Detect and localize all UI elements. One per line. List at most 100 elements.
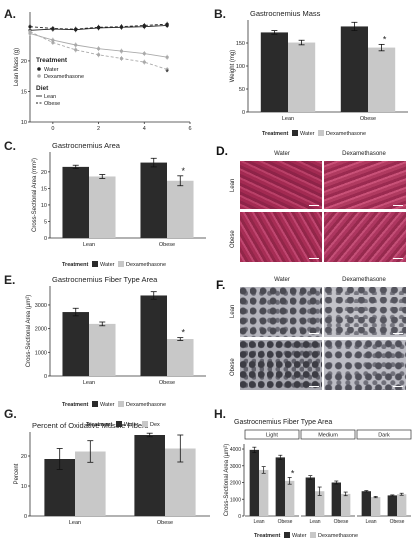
y-tick-label: 100 [236, 64, 245, 70]
legend-label: Dexamethasone [126, 402, 166, 408]
scale-bar [393, 258, 403, 259]
he-image-obese-water [240, 212, 322, 262]
stain-image-obese-water [240, 340, 322, 390]
data-point [74, 43, 78, 47]
y-axis-label: Weight (mg) [230, 50, 236, 83]
legend-swatch [118, 261, 124, 267]
chart-title: Percent of Oxidative Muscle Fibers [32, 421, 149, 430]
legend-swatch [310, 532, 316, 538]
legend-title: Treatment [36, 57, 68, 64]
data-point [51, 40, 55, 45]
data-point [28, 25, 32, 29]
legend-marker [37, 67, 41, 71]
legend-label: Water [100, 262, 115, 268]
y-tick-label: 0 [238, 514, 241, 520]
legend-swatch [92, 401, 98, 407]
data-point [142, 60, 146, 64]
data-point [142, 23, 146, 28]
col-label-dexamethasone: Dexamethasone [342, 151, 386, 157]
scale-bar [309, 258, 319, 259]
y-tick-label: 0 [242, 110, 245, 116]
bar [249, 449, 259, 516]
facet-label: Medium [318, 433, 338, 439]
x-tick-label: Obese [360, 116, 376, 122]
y-tick-label: 15 [41, 186, 47, 192]
histology-panel-d: Water Dexamethasone Lean Obese [228, 148, 414, 266]
legend-title: Treatment [254, 533, 280, 539]
y-tick-label: 15 [21, 89, 27, 95]
bar [387, 495, 397, 516]
he-image-lean-dexamethasone [324, 161, 406, 209]
x-tick-label: Lean [282, 116, 294, 122]
data-point [119, 56, 124, 61]
panel-label-e: E. [4, 273, 15, 287]
y-axis-label: Lean Mass (g) [14, 48, 20, 86]
significance-star: * [165, 68, 169, 78]
data-point [51, 26, 55, 31]
y-tick-label: 20 [41, 170, 47, 176]
chart-title: Gastrocnemius Fiber Type Area [234, 419, 332, 426]
panel-label-c: C. [4, 139, 16, 153]
data-point [119, 49, 124, 53]
bar [140, 295, 167, 376]
panel-label-d: D. [216, 144, 228, 158]
bar [397, 494, 407, 516]
he-image-obese-dexamethasone [324, 212, 406, 262]
x-tick-label: Obese [159, 242, 175, 248]
bar [89, 323, 116, 376]
x-tick-label: Lean [309, 519, 320, 525]
x-tick-label: Obese [334, 519, 349, 525]
panel-label-g: G. [4, 407, 17, 421]
facet-strip [244, 429, 300, 440]
x-tick-label: 6 [188, 126, 191, 132]
bar [361, 491, 371, 516]
legend-swatch [142, 421, 148, 427]
legend-label: Dex [150, 422, 160, 428]
legend-label: Dexamethasone [326, 131, 366, 137]
legend-swatch [292, 130, 298, 136]
x-tick-label: Lean [69, 520, 81, 526]
facet-label: Dark [378, 433, 390, 439]
x-tick-label: 4 [143, 126, 146, 132]
significance-star: * [182, 166, 186, 176]
bar [167, 180, 194, 238]
y-axis-label: Cross-Sectional Area (µm²) [26, 295, 32, 367]
y-tick-label: 2000 [230, 481, 241, 487]
bar [140, 162, 167, 238]
legend-label: Obese [44, 101, 60, 107]
chart-title: Gastrocnemius Area [52, 141, 121, 150]
y-tick-label: 0 [24, 514, 27, 520]
x-tick-label: Lean [365, 519, 376, 525]
legend-label: Water [100, 402, 115, 408]
y-tick-label: 20 [21, 59, 27, 65]
scale-bar [309, 386, 319, 387]
legend-title: Treatment [62, 262, 88, 268]
scale-bar [309, 333, 319, 334]
scale-bar [393, 205, 403, 206]
y-tick-label: 0 [44, 374, 47, 380]
y-axis-label: Cross-Sectional Area (µm²) [224, 444, 230, 516]
x-tick-label: Lean [83, 242, 95, 248]
legend-swatch [318, 130, 324, 136]
histology-panel-f: Water Dexamethasone Lean Obese [228, 274, 414, 394]
stain-image-lean-dexamethasone [324, 287, 406, 337]
row-label-obese: Obese [230, 358, 236, 376]
x-tick-label: Lean [253, 519, 264, 525]
bar [89, 176, 116, 238]
legend-label: Water [124, 422, 139, 428]
x-tick-label: Obese [159, 380, 175, 386]
data-point [119, 25, 124, 29]
he-image-lean-water [240, 161, 322, 209]
y-tick-label: 3000 [230, 464, 241, 470]
y-tick-label: 5 [44, 219, 47, 225]
legend-swatch [284, 532, 290, 538]
stain-image-obese-dexamethasone [324, 340, 406, 390]
y-tick-label: 1000 [35, 350, 47, 356]
bar [62, 312, 89, 376]
legend-label: Lean [44, 94, 56, 100]
significance-star: * [383, 34, 387, 44]
bar [285, 480, 295, 516]
legend-label: Dexamethasone [126, 262, 166, 268]
